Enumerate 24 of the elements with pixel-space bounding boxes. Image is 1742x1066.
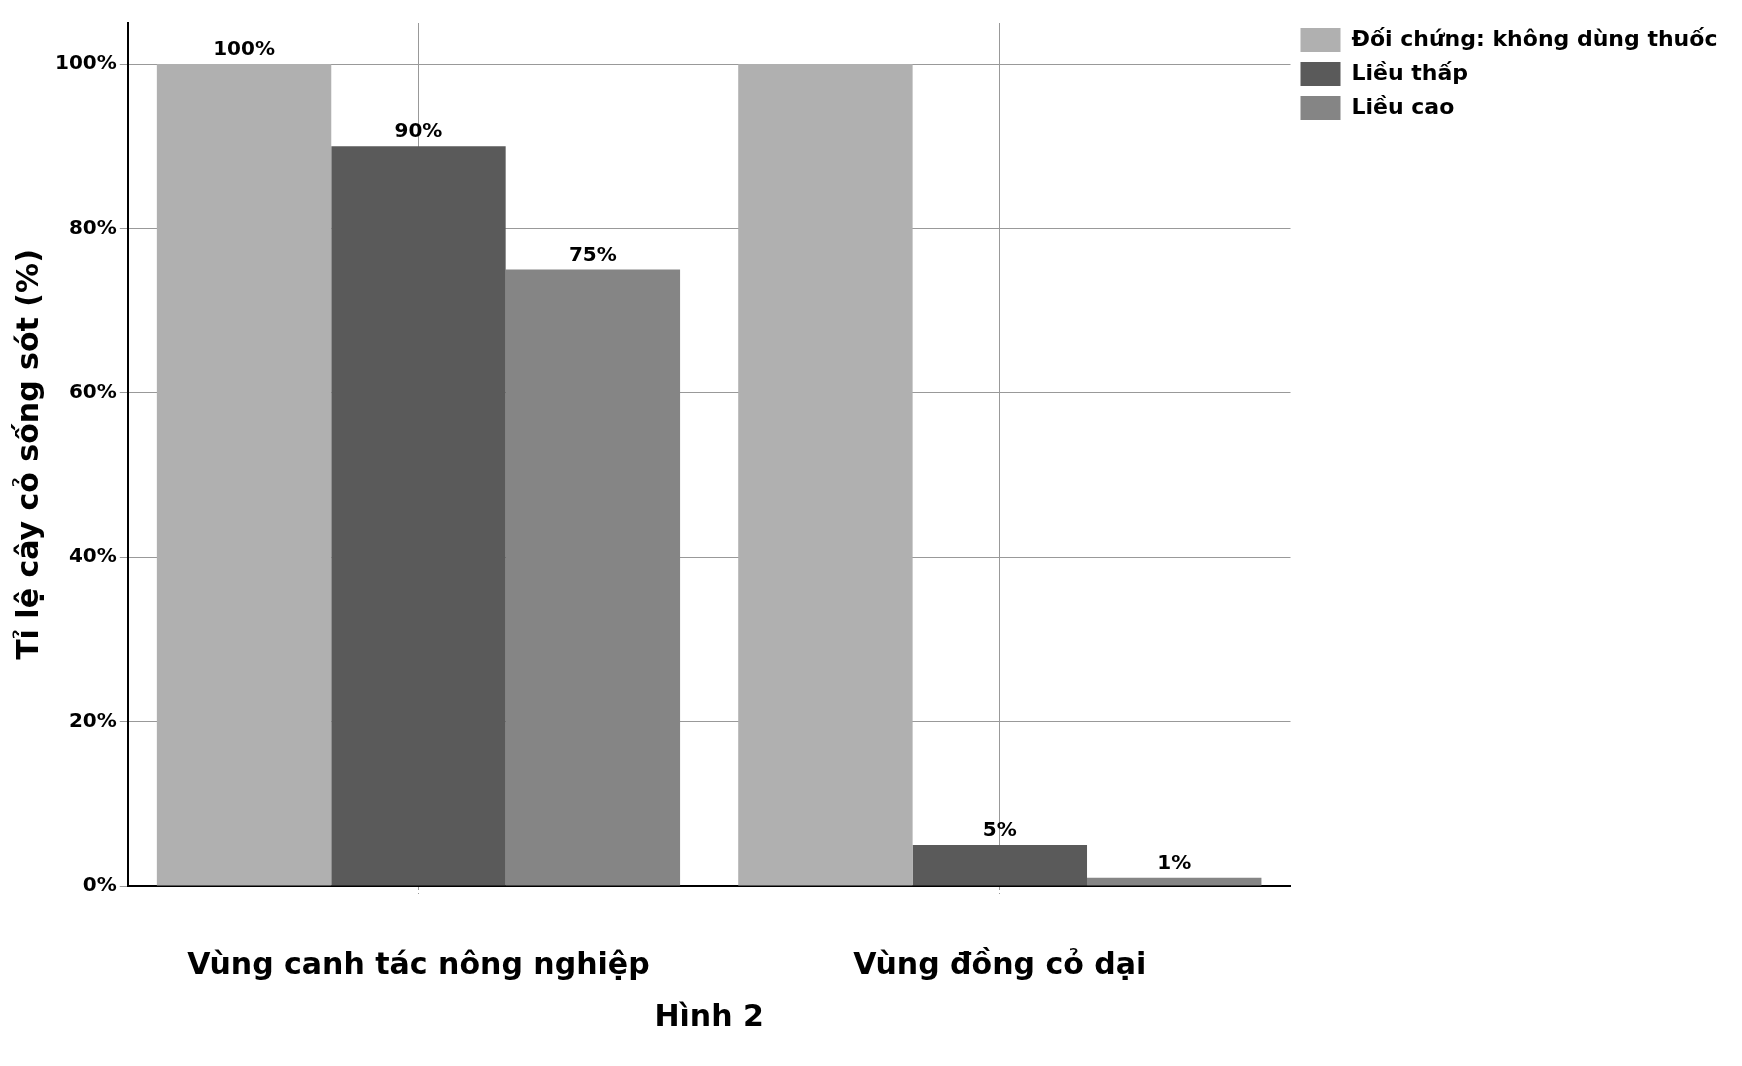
data-label: 90% (394, 118, 443, 143)
data-label: 5% (982, 817, 1017, 842)
bar (331, 146, 506, 886)
bar (1087, 877, 1262, 886)
y-tick-label: 100% (54, 50, 117, 75)
bar (912, 844, 1088, 886)
legend-label: Liều thấp (1351, 59, 1469, 85)
legend-label: Liều cao (1351, 93, 1455, 119)
text: Hình 2 (654, 997, 764, 1033)
bar (156, 64, 332, 886)
y-tick-label: 20% (68, 707, 117, 732)
legend-label: Đối chứng: không dùng thuốc (1351, 25, 1718, 51)
data-label: 100% (213, 36, 275, 61)
data-label: 75% (568, 241, 617, 266)
y-tick-label: 60% (68, 379, 117, 404)
y-tick-label: 0% (82, 872, 117, 897)
y-tick-label: 40% (68, 543, 117, 568)
bar (505, 269, 681, 886)
y-tick-label: 80% (68, 214, 117, 239)
data-label: 1% (1157, 849, 1192, 874)
x-tick-label: Vùng canh tác nông nghiệp (187, 945, 650, 981)
x-tick-label: Vùng đồng cỏ dại (853, 945, 1147, 981)
y-axis-title: Tỉ lệ cây cỏ sống sót (%) (9, 249, 45, 660)
bar (738, 64, 913, 886)
